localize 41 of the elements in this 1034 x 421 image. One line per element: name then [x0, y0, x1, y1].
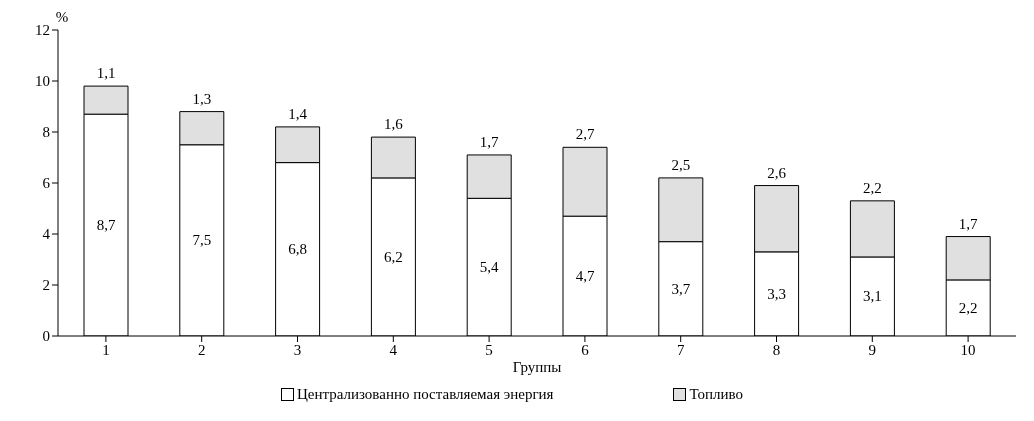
data-label: 6,2	[384, 248, 403, 265]
data-label: 2,2	[863, 179, 882, 196]
data-label: 3,7	[671, 280, 691, 297]
x-tick-label: 7	[676, 341, 685, 358]
y-tick-label: 0	[42, 328, 50, 345]
data-label: 4,7	[575, 268, 595, 285]
data-label: 1,3	[192, 90, 212, 107]
data-label: 8,7	[96, 217, 116, 234]
x-tick-label: 3	[293, 341, 302, 358]
y-tick-label: 8	[42, 124, 50, 141]
x-tick-label: 6	[581, 341, 590, 358]
data-label: 1,7	[958, 215, 979, 232]
x-axis-title: Группы	[512, 359, 562, 375]
x-tick-label: 5	[485, 341, 493, 358]
x-tick-label: 2	[197, 341, 206, 358]
y-axis-title: %	[55, 9, 69, 25]
data-label: 2,5	[671, 156, 691, 173]
y-tick-label: 10	[35, 73, 50, 90]
data-label: 3,1	[863, 288, 882, 305]
data-label: 1,6	[384, 116, 404, 133]
x-tick-label: 8	[772, 341, 781, 358]
data-label: 2,7	[575, 126, 595, 143]
y-tick-label: 12	[35, 22, 50, 39]
legend-label: Топливо	[688, 386, 744, 403]
data-label: 2,2	[958, 299, 978, 316]
x-tick-label: 10	[960, 341, 976, 358]
data-label: 7,5	[192, 232, 212, 249]
legend-label: Централизованно поставляемая энергия	[295, 386, 554, 403]
data-label: 3,3	[767, 285, 786, 302]
data-label: 1,1	[96, 65, 116, 82]
y-tick-label: 4	[42, 226, 51, 243]
x-tick-label: 9	[868, 341, 877, 358]
data-label: 1,7	[479, 133, 500, 150]
y-tick-label: 6	[42, 175, 51, 192]
data-label: 5,4	[479, 259, 500, 276]
data-label: 1,4	[288, 105, 308, 122]
y-tick-label: 2	[42, 277, 50, 294]
x-tick-label: 4	[389, 341, 398, 358]
x-tick-label: 1	[102, 341, 110, 358]
data-label: 6,8	[288, 241, 307, 258]
data-label: 2,6	[767, 164, 787, 181]
